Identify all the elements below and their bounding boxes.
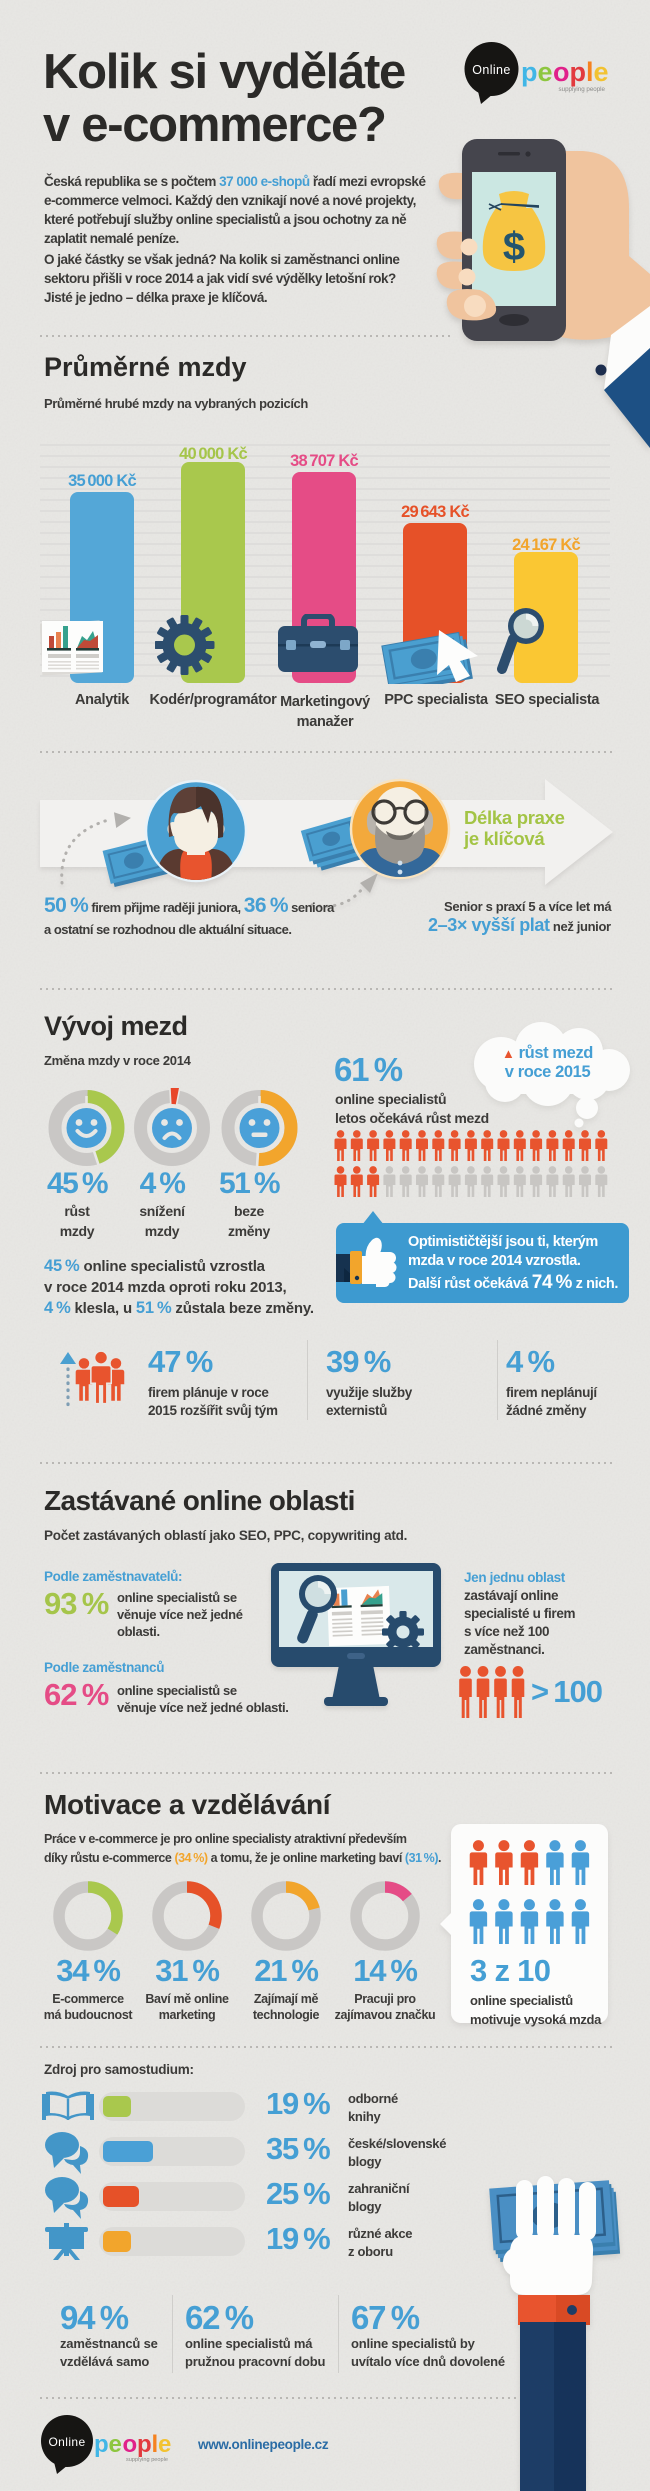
svg-text:p: p: [94, 2431, 109, 2458]
svg-text:Online: Online: [472, 63, 511, 77]
svg-text:Online: Online: [48, 2435, 85, 2449]
svg-text:supplying people: supplying people: [559, 86, 606, 93]
svg-text:o: o: [123, 2431, 138, 2458]
svg-text:o: o: [553, 57, 570, 87]
svg-text:l: l: [152, 2431, 159, 2458]
svg-text:e: e: [109, 2431, 122, 2458]
svg-text:e: e: [594, 57, 609, 87]
svg-text:supplying people: supplying people: [126, 2457, 168, 2463]
svg-text:p: p: [570, 57, 587, 87]
svg-text:l: l: [586, 57, 594, 87]
svg-text:$: $: [503, 225, 525, 269]
svg-text:e: e: [538, 57, 553, 87]
svg-text:p: p: [521, 57, 538, 87]
svg-text:e: e: [158, 2431, 171, 2458]
svg-text:p: p: [137, 2431, 152, 2458]
